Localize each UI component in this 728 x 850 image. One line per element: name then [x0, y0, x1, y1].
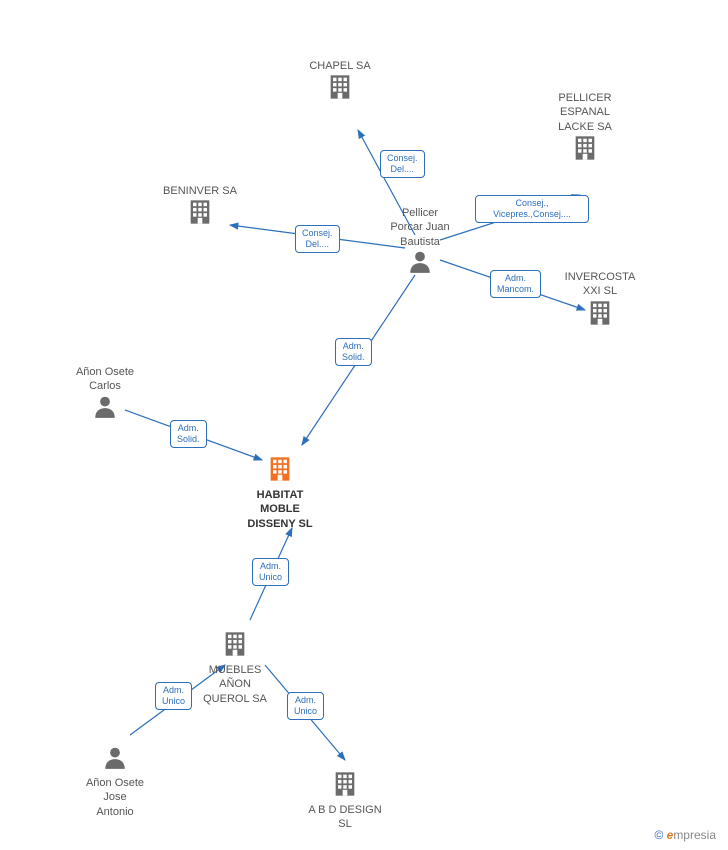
edge-label: Consej.Del.... — [380, 150, 425, 178]
node-label: Añon OseteJoseAntonio — [70, 776, 160, 819]
edge-label: Adm.Unico — [155, 682, 192, 710]
edge-label: Consej.Del.... — [295, 225, 340, 253]
footer: © empresia — [654, 828, 716, 842]
node-label: PellicerPorcar JuanBautista — [375, 206, 465, 249]
building-icon — [221, 645, 249, 662]
building-icon — [571, 149, 599, 166]
building-icon — [326, 88, 354, 105]
person-icon — [407, 262, 433, 279]
node-chapel[interactable]: CHAPEL SA — [295, 59, 385, 106]
building-icon — [186, 213, 214, 230]
building-icon — [586, 314, 614, 331]
node-label: BENINVER SA — [155, 184, 245, 198]
node-label: PELLICERESPANALLACKE SA — [540, 91, 630, 134]
node-pellicer_person[interactable]: PellicerPorcar JuanBautista — [375, 206, 465, 280]
node-habitat[interactable]: HABITATMOBLEDISSENY SL — [235, 455, 325, 531]
node-label: CHAPEL SA — [295, 59, 385, 73]
building-icon — [331, 785, 359, 802]
person-icon — [92, 407, 118, 424]
edge-label: Consej.,Vicepres.,Consej.... — [475, 195, 589, 223]
edge-label: Adm.Solid. — [335, 338, 372, 366]
edge-label: Adm.Unico — [252, 558, 289, 586]
node-label: MUEBLESAÑONQUEROL SA — [190, 663, 280, 706]
node-pellicer_esp[interactable]: PELLICERESPANALLACKE SA — [540, 91, 630, 167]
person-icon — [102, 758, 128, 775]
node-label: INVERCOSTAXXI SL — [555, 270, 645, 299]
node-abd[interactable]: A B D DESIGNSL — [300, 770, 390, 832]
node-carlos[interactable]: Añon OseteCarlos — [60, 365, 150, 425]
node-label: A B D DESIGNSL — [300, 803, 390, 832]
node-beninver[interactable]: BENINVER SA — [155, 184, 245, 231]
edge-label: Adm.Mancom. — [490, 270, 541, 298]
node-muebles[interactable]: MUEBLESAÑONQUEROL SA — [190, 630, 280, 706]
node-jose[interactable]: Añon OseteJoseAntonio — [70, 745, 160, 819]
node-label: HABITATMOBLEDISSENY SL — [235, 488, 325, 531]
node-label: Añon OseteCarlos — [60, 365, 150, 394]
copyright-symbol: © — [654, 828, 663, 842]
building-icon — [266, 470, 294, 487]
edge-label: Adm.Unico — [287, 692, 324, 720]
brand-rest: mpresia — [673, 828, 716, 842]
edge-label: Adm.Solid. — [170, 420, 207, 448]
node-invercosta[interactable]: INVERCOSTAXXI SL — [555, 270, 645, 332]
